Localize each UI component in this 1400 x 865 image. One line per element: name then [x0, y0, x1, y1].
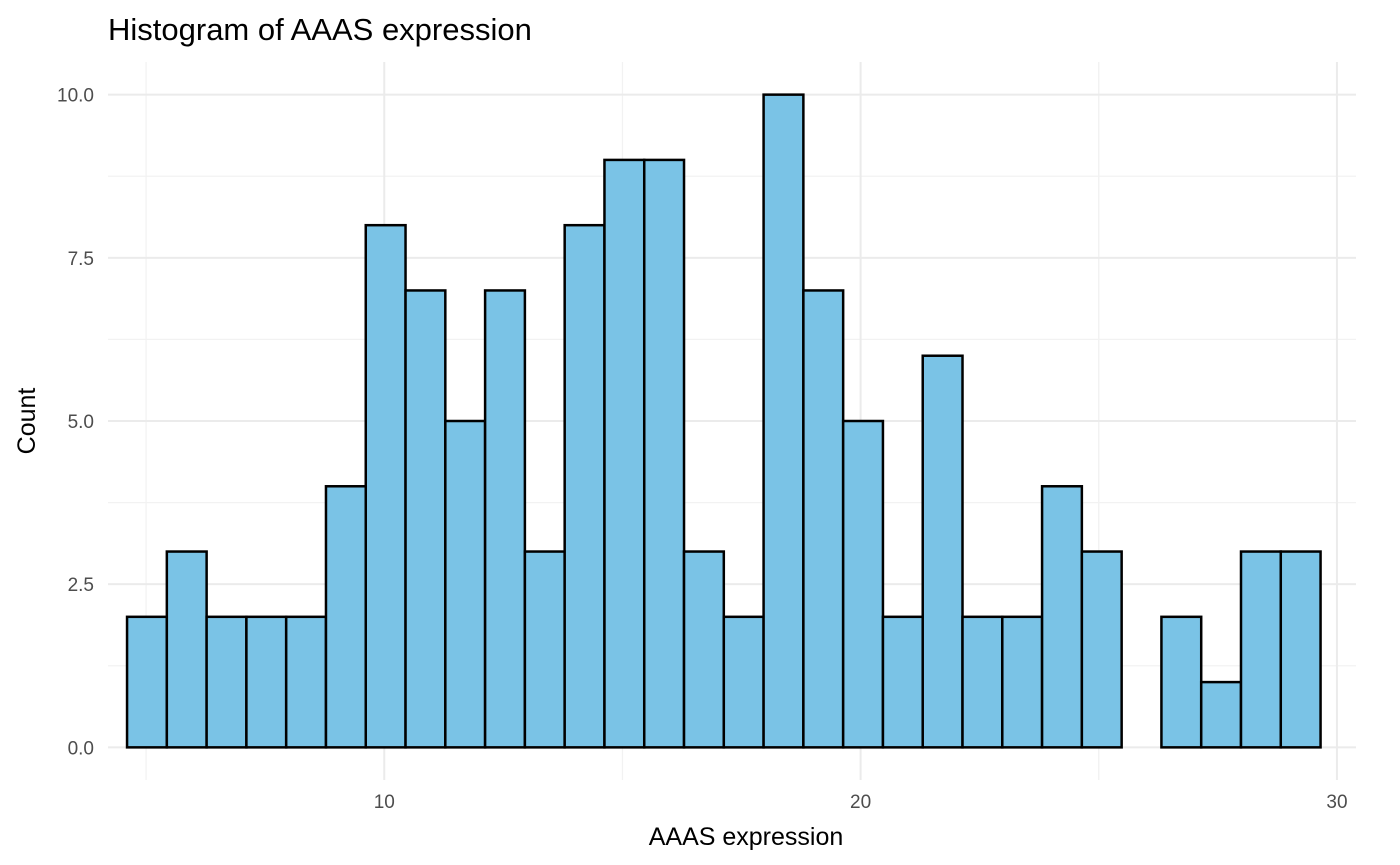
histogram-bar: [125, 615, 169, 749]
x-axis-label: AAAS expression: [649, 823, 844, 851]
y-tick-label: 0.0: [68, 738, 94, 759]
histogram-bar: [881, 615, 924, 749]
histogram-bar: [642, 158, 686, 749]
y-tick-label: 5.0: [68, 412, 94, 433]
histogram-bar: [245, 615, 288, 749]
chart-title: Histogram of AAAS expression: [108, 12, 532, 47]
histogram-bar: [165, 550, 208, 749]
histogram-bar: [483, 289, 527, 749]
histogram-bar: [921, 354, 964, 749]
histogram-bar: [404, 289, 447, 749]
y-tick-label: 7.5: [68, 249, 94, 270]
histogram-bar: [603, 158, 646, 749]
histogram-bar: [563, 223, 606, 749]
histogram-bar: [523, 550, 566, 749]
y-tick-label: 2.5: [68, 575, 94, 596]
x-tick-label: 20: [850, 792, 871, 813]
histogram-bar: [1040, 485, 1084, 749]
histogram-bar: [961, 615, 1004, 749]
x-tick-label: 30: [1326, 792, 1347, 813]
y-axis-label: Count: [13, 388, 41, 455]
histogram-bar: [324, 485, 368, 749]
histogram-bar: [722, 615, 765, 749]
y-axis-ticks: 0.0 2.5 5.0 7.5 10.0: [57, 86, 94, 760]
y-tick-label: 10.0: [57, 86, 94, 107]
histogram-bar: [364, 223, 407, 749]
histogram-bar: [1239, 550, 1283, 749]
histogram-bar: [841, 419, 885, 749]
bars: [125, 93, 1322, 749]
histogram-bar: [1279, 550, 1322, 749]
x-axis-ticks: 10 20 30: [374, 792, 1348, 813]
histogram-bar: [1160, 615, 1203, 749]
histogram-bar: [205, 615, 248, 749]
histogram-bar: [682, 550, 726, 749]
histogram-bar: [1080, 550, 1123, 749]
histogram-bar: [762, 93, 805, 749]
histogram-bar: [1001, 615, 1044, 749]
histogram-bar: [444, 419, 487, 749]
histogram-bar: [284, 615, 328, 749]
histogram-bar: [802, 289, 845, 749]
histogram-bar: [1199, 680, 1243, 749]
x-tick-label: 10: [374, 792, 395, 813]
